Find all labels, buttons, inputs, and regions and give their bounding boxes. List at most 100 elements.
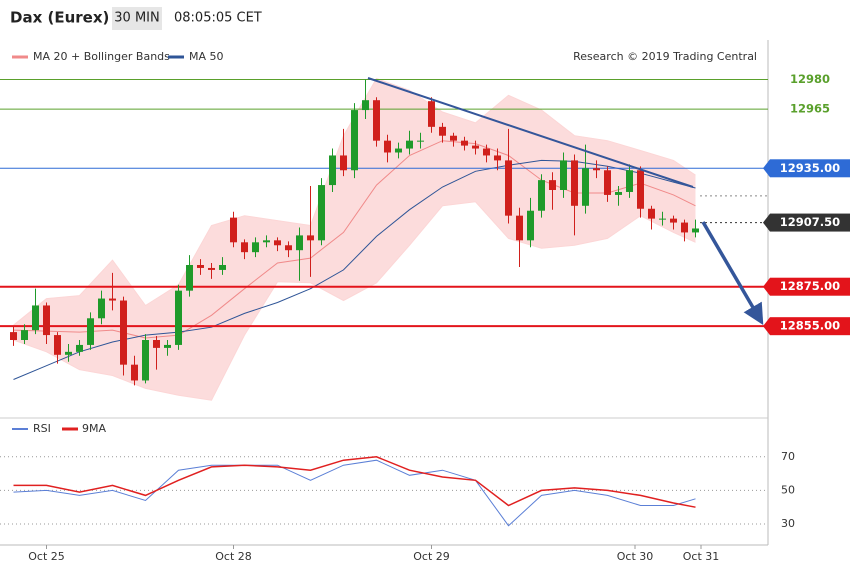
candle-body	[461, 140, 468, 146]
level-label-pointer	[763, 213, 770, 232]
x-tick-label: Oct 30	[617, 550, 654, 563]
timeframe-box[interactable]	[112, 7, 162, 30]
candle-body	[626, 170, 633, 192]
candle-body	[274, 240, 281, 246]
x-tick-label: Oct 25	[28, 550, 65, 563]
candle-body	[439, 126, 446, 136]
candle-body	[549, 180, 556, 190]
bands-layer	[13, 77, 696, 401]
candle-body	[637, 170, 644, 209]
x-tick-label: Oct 28	[215, 550, 252, 563]
candle-body	[164, 344, 171, 348]
candle-body	[373, 100, 380, 141]
candle-body	[208, 267, 215, 270]
candle-body	[571, 160, 578, 206]
candle-body	[615, 191, 622, 195]
candle-body	[296, 235, 303, 251]
legend-label: MA 20 + Bollinger Bands	[33, 50, 170, 63]
candle-body	[384, 140, 391, 153]
candle-body	[604, 170, 611, 195]
timeframe[interactable]: 30 MIN	[114, 11, 159, 26]
indicator-line	[13, 456, 696, 508]
candle-body	[538, 180, 545, 211]
candle-body	[505, 160, 512, 216]
level-label: 12875.00	[780, 279, 840, 293]
candles-layer	[10, 79, 699, 386]
level-label-box	[770, 213, 850, 232]
symbol: Dax (Eurex)	[10, 9, 109, 27]
candle-body	[142, 340, 149, 381]
candle-body	[131, 364, 138, 381]
candle-body	[648, 208, 655, 219]
indicator-line	[13, 459, 696, 527]
candle-body	[450, 135, 457, 141]
level-label-pointer	[763, 159, 770, 178]
candle-body	[417, 140, 424, 142]
level-label-box	[770, 277, 850, 296]
candle-body	[527, 210, 534, 241]
candle-body	[670, 218, 677, 223]
levels-layer: 12980 12965 12935.00 12907.50 12875.00 12855.…	[0, 72, 850, 336]
candle-body	[87, 318, 94, 345]
candle-body	[593, 168, 600, 171]
candle-body	[692, 228, 699, 233]
level-label: 12907.50	[780, 215, 840, 229]
candle-body	[428, 101, 435, 127]
candle-body	[659, 218, 666, 220]
note: Research © 2019 Trading Central	[573, 50, 757, 63]
level-label: 12935.00	[780, 161, 840, 175]
candle-body	[120, 300, 127, 365]
level-label-pointer	[763, 277, 770, 296]
candle-body	[21, 330, 28, 340]
level-label: 12965	[790, 102, 830, 116]
candle-body	[582, 168, 589, 206]
candle-body	[318, 185, 325, 241]
level-label-box	[770, 159, 850, 178]
candle-body	[241, 242, 248, 253]
candle-body	[483, 148, 490, 156]
forecast-arrow	[701, 221, 764, 326]
level-label-pointer	[763, 317, 770, 336]
candle-body	[76, 344, 83, 352]
candle-body	[329, 155, 336, 186]
candle-body	[32, 305, 39, 331]
legend-label: MA 50	[189, 50, 224, 63]
time: 08:05:05 CET	[174, 11, 262, 26]
candle-body	[43, 305, 50, 336]
candle-body	[395, 148, 402, 153]
candle-body	[285, 245, 292, 251]
bollinger-lower	[13, 201, 696, 401]
candle-body	[219, 265, 226, 270]
legend-label: 9MA	[82, 422, 106, 435]
candle-body	[516, 215, 523, 241]
level-label-box	[770, 317, 850, 336]
candle-body	[362, 100, 369, 111]
candle-body	[65, 351, 72, 355]
rsi-layer: 30 50 70 Oct 25 Oct 28 Oct 29 Oct 30 Oct 31	[0, 450, 795, 563]
x-tick-label: Oct 31	[683, 550, 720, 563]
candle-body	[98, 298, 105, 319]
y-tick-label: 30	[781, 517, 795, 530]
y-tick-label: 50	[781, 483, 795, 496]
candle-body	[175, 290, 182, 345]
candle-body	[560, 160, 567, 190]
candle-body	[406, 140, 413, 149]
level-label: 12855.00	[780, 319, 840, 333]
candle-body	[307, 235, 314, 241]
ma-line	[13, 140, 696, 339]
candle-body	[252, 242, 259, 253]
candle-body	[54, 335, 61, 355]
candle-body	[197, 265, 204, 268]
candle-body	[10, 332, 17, 340]
candle-body	[472, 145, 479, 149]
y-tick-label: 70	[781, 450, 795, 463]
bollinger-upper	[13, 77, 696, 326]
legend-label: RSI	[33, 422, 51, 435]
candle-body	[494, 155, 501, 161]
candle-body	[153, 340, 160, 348]
candle-body	[230, 217, 237, 243]
candle-body	[109, 298, 116, 301]
